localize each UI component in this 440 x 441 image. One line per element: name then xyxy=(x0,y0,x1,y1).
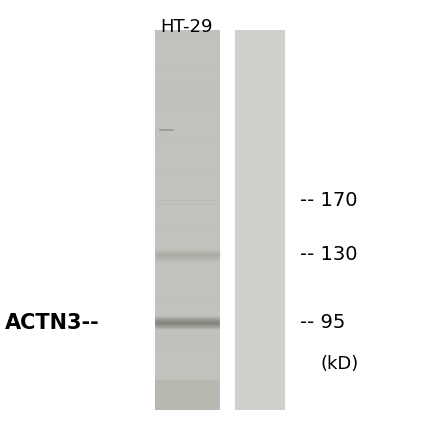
Text: (kD): (kD) xyxy=(320,355,358,373)
Text: -- 95: -- 95 xyxy=(300,314,345,333)
Bar xyxy=(155,380,220,410)
Text: -- 170: -- 170 xyxy=(300,191,357,209)
Text: ACTN3--: ACTN3-- xyxy=(5,313,100,333)
Bar xyxy=(235,30,285,410)
Text: HT-29: HT-29 xyxy=(161,18,213,36)
Text: -- 130: -- 130 xyxy=(300,246,357,265)
Bar xyxy=(155,30,220,410)
